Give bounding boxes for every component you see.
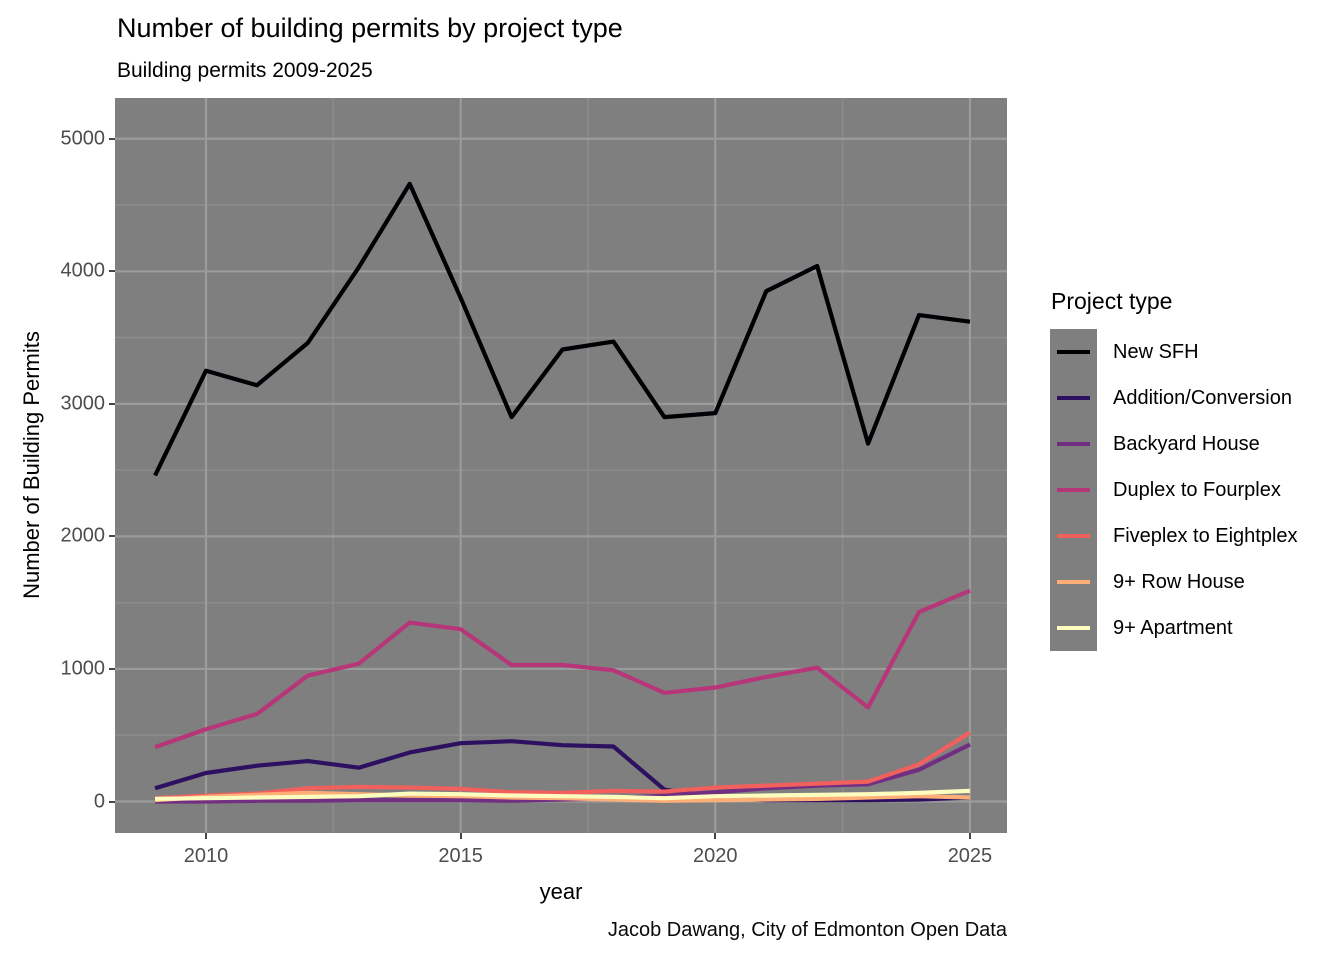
y-tick-mark — [109, 667, 115, 670]
legend-key-swatch — [1050, 513, 1097, 559]
y-tick-label: 5000 — [60, 127, 106, 150]
legend-key-swatch — [1050, 559, 1097, 605]
legend-key-swatch — [1050, 375, 1097, 421]
legend-label: 9+ Apartment — [1113, 616, 1233, 639]
legend-row: Addition/Conversion — [1050, 375, 1298, 421]
y-tick-label: 0 — [93, 790, 105, 812]
legend-label: 9+ Row House — [1113, 570, 1245, 593]
chart-subtitle: Building permits 2009-2025 — [117, 59, 373, 82]
legend-key-swatch — [1050, 467, 1097, 513]
y-tick-mark — [109, 270, 115, 273]
y-axis-title: Number of Building Permits — [19, 331, 44, 599]
legend-line-icon — [1057, 350, 1090, 354]
series-line-fiveplex-to-eightplex — [154, 730, 972, 801]
y-tick-mark — [109, 800, 115, 803]
plot-panel — [115, 98, 1007, 833]
legend-row: Duplex to Fourplex — [1050, 467, 1298, 513]
series-line-duplex-to-fourplex — [154, 588, 971, 750]
legend-label: Fiveplex to Eightplex — [1113, 524, 1298, 547]
legend-label: Addition/Conversion — [1113, 386, 1292, 409]
y-tick-label: 1000 — [60, 657, 106, 680]
x-tick-label: 2020 — [693, 845, 738, 867]
legend-items: New SFH Addition/Conversion Backyard House… — [1050, 329, 1298, 651]
x-tick-label: 2010 — [183, 845, 229, 867]
legend-label: New SFH — [1113, 340, 1199, 363]
x-tick-mark — [205, 833, 207, 839]
legend-line-icon — [1057, 488, 1090, 492]
x-axis-title: year — [539, 879, 583, 904]
x-tick-label: 2015 — [438, 845, 483, 867]
series-line-9-apartment — [155, 788, 971, 801]
x-tick-label: 2025 — [947, 845, 993, 867]
plot-canvas — [115, 98, 1007, 833]
legend-row: 9+ Apartment — [1050, 605, 1298, 651]
y-tick-mark — [109, 137, 115, 140]
legend-key-swatch — [1050, 421, 1097, 467]
legend-line-icon — [1057, 626, 1090, 630]
legend-row: 9+ Row House — [1050, 559, 1298, 605]
y-tick-label: 2000 — [60, 524, 106, 547]
legend-label: Duplex to Fourplex — [1113, 478, 1281, 501]
series-line-new-sfh — [153, 181, 971, 477]
legend-key-swatch — [1050, 329, 1097, 375]
legend-line-icon — [1057, 580, 1090, 584]
y-tick-label: 4000 — [60, 259, 106, 282]
legend-line-icon — [1057, 534, 1090, 538]
legend-line-icon — [1057, 442, 1090, 446]
legend-line-icon — [1057, 396, 1090, 400]
y-tick-label: 3000 — [60, 392, 106, 415]
x-tick-mark — [714, 833, 717, 839]
legend-key-swatch — [1050, 605, 1097, 651]
chart-title: Number of building permits by project ty… — [117, 13, 623, 43]
legend-row: New SFH — [1050, 329, 1298, 375]
y-tick-mark — [109, 402, 115, 405]
legend-row: Fiveplex to Eightplex — [1050, 513, 1298, 559]
legend-label: Backyard House — [1113, 432, 1260, 455]
x-tick-mark — [968, 833, 971, 839]
legend: Project type New SFH Addition/Conversion B… — [1050, 288, 1298, 651]
caption: Jacob Dawang, City of Edmonton Open Data — [607, 919, 1007, 941]
y-tick-mark — [109, 535, 115, 538]
x-tick-mark — [459, 833, 462, 839]
legend-title: Project type — [1051, 288, 1173, 314]
legend-row: Backyard House — [1050, 421, 1298, 467]
